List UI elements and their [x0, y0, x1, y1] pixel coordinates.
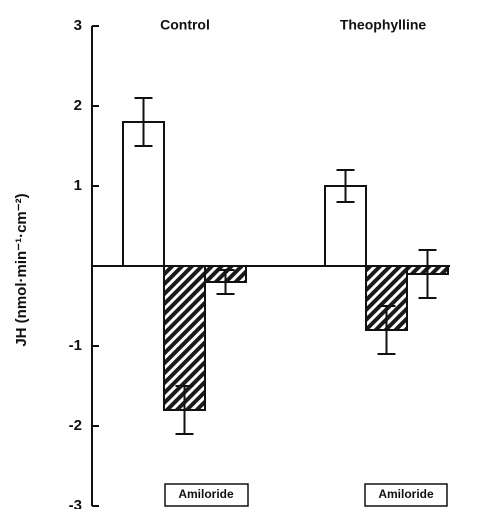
- annotation-box: [364, 483, 448, 507]
- y-tick-label: 2: [74, 97, 82, 114]
- annotation: Amiloride: [178, 487, 234, 501]
- error-bar: [377, 305, 396, 355]
- annotation-box: [164, 483, 249, 507]
- y-axis-label: JH (nmol·min⁻¹·cm⁻²): [13, 193, 30, 346]
- y-tick-label: -3: [69, 497, 82, 509]
- y-tick-label: 3: [74, 17, 82, 34]
- y-tick-label: -2: [69, 417, 82, 434]
- error-bar: [216, 269, 235, 295]
- error-bar: [336, 169, 355, 203]
- y-tick-label: -1: [69, 337, 82, 354]
- group-label: Theophylline: [340, 17, 427, 33]
- error-bar: [175, 385, 194, 435]
- error-bar: [418, 249, 437, 299]
- group-label: Control: [160, 17, 210, 33]
- y-tick-label: 1: [74, 177, 82, 194]
- annotation: Amiloride: [378, 487, 434, 501]
- error-bar: [134, 97, 153, 147]
